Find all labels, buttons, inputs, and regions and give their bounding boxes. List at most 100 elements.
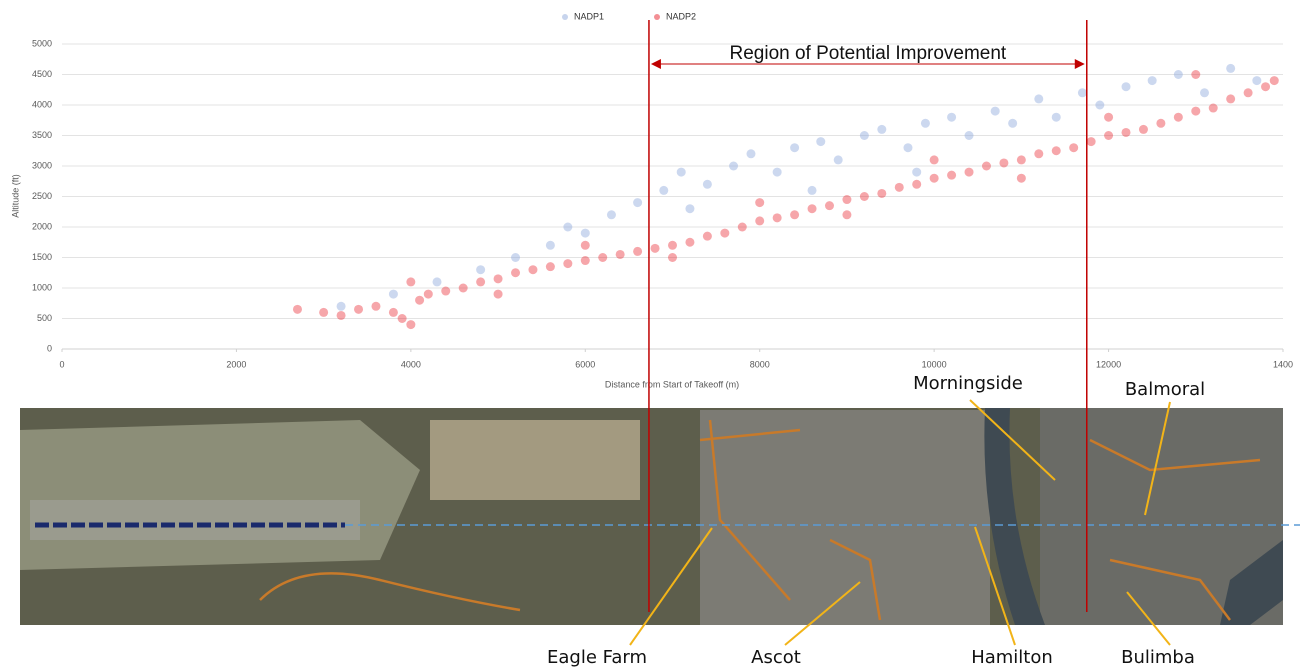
river (1220, 540, 1283, 625)
scatter-point (1261, 82, 1271, 92)
scatter-point (1200, 88, 1210, 98)
scatter-point (824, 201, 834, 211)
scatter-point (458, 283, 468, 293)
scatter-point (1069, 143, 1079, 153)
scatter-point (912, 179, 922, 189)
scatter-point (676, 167, 686, 177)
legend-label: NADP2 (666, 11, 696, 21)
y-axis-label: Altitude (ft) (10, 174, 20, 218)
scatter-point (406, 277, 416, 287)
scatter-point (755, 198, 765, 208)
scatter-point (432, 277, 442, 287)
legend-marker (654, 14, 660, 20)
runway-area (30, 500, 360, 540)
y-tick-label: 3000 (32, 160, 52, 170)
scatter-point (1138, 124, 1148, 134)
scatter-point (877, 188, 887, 198)
scatter-point (1173, 70, 1183, 79)
scatter-point (493, 289, 503, 299)
aerial-map (20, 399, 1300, 646)
scatter-point (580, 228, 590, 238)
x-tick-label: 1400 (1273, 359, 1293, 369)
scatter-point (842, 195, 852, 205)
scatter-point (859, 131, 869, 140)
y-tick-label: 2500 (32, 191, 52, 201)
label-arrows (629, 399, 1171, 646)
scatter-point (1147, 76, 1157, 86)
scatter-point (685, 204, 695, 214)
scatter-point (397, 314, 407, 323)
scatter-point (816, 137, 826, 147)
scatter-point (563, 259, 573, 269)
scatter-point (545, 262, 555, 272)
scatter-point (1016, 155, 1026, 165)
scatter-point (964, 167, 974, 177)
scatter-point (929, 155, 939, 165)
x-tick-label: 12000 (1096, 359, 1121, 369)
y-tick-label: 0 (47, 343, 52, 353)
scatter-point (545, 240, 555, 250)
scatter-point (772, 167, 782, 177)
y-tick-label: 2000 (32, 221, 52, 231)
x-tick-label: 0 (59, 359, 64, 369)
scatter-point (929, 173, 939, 183)
y-tick-label: 5000 (32, 38, 52, 48)
scatter-point (702, 179, 712, 189)
scatter-point (659, 185, 669, 195)
x-tick-label: 4000 (401, 359, 421, 369)
scatter-point (633, 246, 643, 256)
scatter-point (1034, 149, 1044, 159)
scatter-point (903, 143, 913, 153)
map-label: Bulimba (1121, 647, 1195, 668)
scatter-point (415, 295, 425, 305)
scatter-point (1077, 88, 1087, 98)
scatter-point (833, 155, 843, 165)
scatter-point (999, 158, 1009, 168)
scatter-point (292, 304, 302, 314)
x-axis-label: Distance from Start of Takeoff (m) (605, 379, 739, 389)
y-tick-label: 3500 (32, 130, 52, 140)
scatter-point (1191, 70, 1201, 79)
scatter-point (1034, 94, 1044, 104)
scatter-point (755, 216, 765, 226)
scatter-point (1226, 63, 1236, 73)
scatter-point (633, 198, 643, 208)
scatter-point (388, 307, 398, 317)
scatter-point (371, 301, 381, 311)
x-tick-label: 8000 (750, 359, 770, 369)
scatter-point (772, 213, 782, 223)
y-tick-label: 1500 (32, 252, 52, 262)
x-tick-label: 6000 (575, 359, 595, 369)
scatter-point (807, 185, 817, 195)
legend-marker (562, 14, 568, 20)
y-tick-label: 4500 (32, 69, 52, 79)
scatter-point (1008, 118, 1018, 128)
scatter-point (319, 307, 329, 317)
legend-label: NADP1 (574, 11, 604, 21)
map-label: Hamilton (971, 647, 1053, 668)
scatter-point (702, 231, 712, 241)
scatter-point (1252, 76, 1262, 86)
scatter-point (947, 170, 957, 180)
scatter-point (441, 286, 451, 296)
map-label: Ascot (751, 647, 801, 668)
scatter-point (563, 222, 573, 232)
scatter-point (606, 210, 616, 220)
land-area (430, 420, 640, 500)
map-label: Eagle Farm (547, 647, 647, 668)
scatter-point (528, 265, 538, 275)
scatter-point (511, 253, 521, 262)
scatter-point (511, 268, 521, 278)
scatter-point (1051, 146, 1061, 156)
scatter-point (1121, 127, 1131, 137)
urban-area (700, 410, 990, 625)
scatter-point (580, 256, 590, 266)
scatter-point (615, 249, 625, 259)
scatter-point (790, 143, 800, 153)
scatter-point (790, 210, 800, 220)
scatter-point (964, 131, 974, 140)
suburb-boundary (259, 419, 1261, 621)
scatter-point (1016, 173, 1026, 183)
scatter-point (336, 301, 346, 311)
